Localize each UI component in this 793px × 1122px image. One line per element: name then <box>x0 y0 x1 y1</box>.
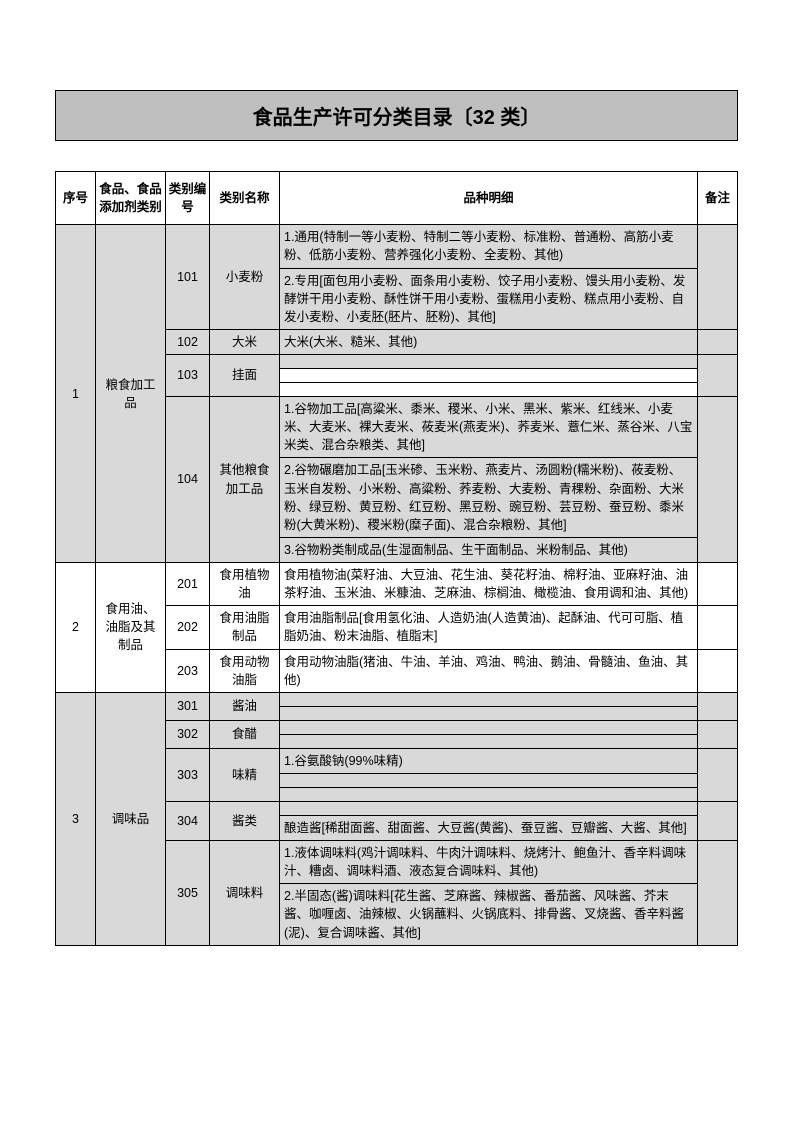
cell-detail <box>280 369 698 383</box>
cell-detail: 大米(大米、糙米、其他) <box>280 329 698 354</box>
cell-detail: 2.谷物碾磨加工品[玉米碜、玉米粉、燕麦片、汤圆粉(糯米粉)、莜麦粉、玉米自发粉… <box>280 458 698 538</box>
table-header-row: 序号 食品、食品添加剂类别 类别编号 类别名称 品种明细 备注 <box>56 172 738 225</box>
cell-name: 大米 <box>210 329 280 354</box>
cell-code: 102 <box>166 329 210 354</box>
th-category: 食品、食品添加剂类别 <box>96 172 166 225</box>
cell-detail: 1.通用(特制一等小麦粉、特制二等小麦粉、标准粉、普通粉、高筋小麦粉、低筋小麦粉… <box>280 225 698 268</box>
table-row: 2 食用油、油脂及其制品 201 食用植物油 食用植物油(菜籽油、大豆油、花生油… <box>56 563 738 606</box>
cell-note <box>698 801 738 840</box>
cell-note <box>698 748 738 801</box>
cell-detail <box>280 383 698 397</box>
cell-note <box>698 692 738 720</box>
cell-detail: 1.谷氨酸钠(99%味精) <box>280 748 698 773</box>
cell-code: 201 <box>166 563 210 606</box>
cell-detail: 3.谷物粉类制成品(生湿面制品、生干面制品、米粉制品、其他) <box>280 537 698 562</box>
cell-detail <box>280 692 698 706</box>
catalog-table: 序号 食品、食品添加剂类别 类别编号 类别名称 品种明细 备注 1 粮食加工品 … <box>55 171 738 946</box>
table-row: 1 粮食加工品 101 小麦粉 1.通用(特制一等小麦粉、特制二等小麦粉、标准粉… <box>56 225 738 268</box>
cell-detail <box>280 720 698 734</box>
cell-category: 食用油、油脂及其制品 <box>96 563 166 693</box>
cell-note <box>698 355 738 397</box>
cell-note <box>698 225 738 330</box>
th-detail: 品种明细 <box>280 172 698 225</box>
table-row: 3 调味品 301 酱油 <box>56 692 738 706</box>
cell-name: 食用动物油脂 <box>210 649 280 692</box>
cell-code: 101 <box>166 225 210 330</box>
cell-detail <box>280 734 698 748</box>
cell-detail <box>280 706 698 720</box>
cell-code: 302 <box>166 720 210 748</box>
page-title: 食品生产许可分类目录〔32 类〕 <box>55 90 738 141</box>
cell-code: 103 <box>166 355 210 397</box>
th-note: 备注 <box>698 172 738 225</box>
cell-name: 食用油脂制品 <box>210 606 280 649</box>
cell-detail: 食用油脂制品[食用氢化油、人造奶油(人造黄油)、起酥油、代可可脂、植脂奶油、粉末… <box>280 606 698 649</box>
cell-code: 301 <box>166 692 210 720</box>
cell-code: 104 <box>166 397 210 563</box>
cell-code: 203 <box>166 649 210 692</box>
cell-name: 其他粮食加工品 <box>210 397 280 563</box>
cell-detail <box>280 787 698 801</box>
cell-detail <box>280 773 698 787</box>
cell-note <box>698 841 738 946</box>
cell-code: 304 <box>166 801 210 840</box>
cell-detail <box>280 801 698 815</box>
cell-seq: 3 <box>56 692 96 945</box>
cell-name: 味精 <box>210 748 280 801</box>
cell-name: 小麦粉 <box>210 225 280 330</box>
cell-note <box>698 329 738 354</box>
cell-seq: 2 <box>56 563 96 693</box>
cell-name: 挂面 <box>210 355 280 397</box>
cell-name: 酱油 <box>210 692 280 720</box>
cell-detail: 食用动物油脂(猪油、牛油、羊油、鸡油、鸭油、鹅油、骨髓油、鱼油、其他) <box>280 649 698 692</box>
th-code: 类别编号 <box>166 172 210 225</box>
cell-name: 酱类 <box>210 801 280 840</box>
cell-name: 食醋 <box>210 720 280 748</box>
cell-code: 202 <box>166 606 210 649</box>
cell-note <box>698 397 738 563</box>
cell-detail: 酿造酱[稀甜面酱、甜面酱、大豆酱(黄酱)、蚕豆酱、豆瓣酱、大酱、其他] <box>280 815 698 840</box>
cell-category: 粮食加工品 <box>96 225 166 563</box>
cell-category: 调味品 <box>96 692 166 945</box>
th-seq: 序号 <box>56 172 96 225</box>
cell-note <box>698 649 738 692</box>
cell-detail: 2.半固态(酱)调味料[花生酱、芝麻酱、辣椒酱、番茄酱、风味酱、芥末酱、咖喱卤、… <box>280 884 698 945</box>
cell-detail: 食用植物油(菜籽油、大豆油、花生油、葵花籽油、棉籽油、亚麻籽油、油茶籽油、玉米油… <box>280 563 698 606</box>
cell-name: 食用植物油 <box>210 563 280 606</box>
cell-note <box>698 606 738 649</box>
cell-name: 调味料 <box>210 841 280 946</box>
cell-detail <box>280 355 698 369</box>
cell-detail: 2.专用[面包用小麦粉、面条用小麦粉、饺子用小麦粉、馒头用小麦粉、发酵饼干用小麦… <box>280 268 698 329</box>
cell-code: 305 <box>166 841 210 946</box>
cell-seq: 1 <box>56 225 96 563</box>
cell-note <box>698 720 738 748</box>
cell-note <box>698 563 738 606</box>
cell-detail: 1.液体调味料(鸡汁调味料、牛肉汁调味料、烧烤汁、鲍鱼汁、香辛料调味汁、糟卤、调… <box>280 841 698 884</box>
th-name: 类别名称 <box>210 172 280 225</box>
cell-code: 303 <box>166 748 210 801</box>
cell-detail: 1.谷物加工品[高粱米、黍米、稷米、小米、黑米、紫米、红线米、小麦米、大麦米、裸… <box>280 397 698 458</box>
